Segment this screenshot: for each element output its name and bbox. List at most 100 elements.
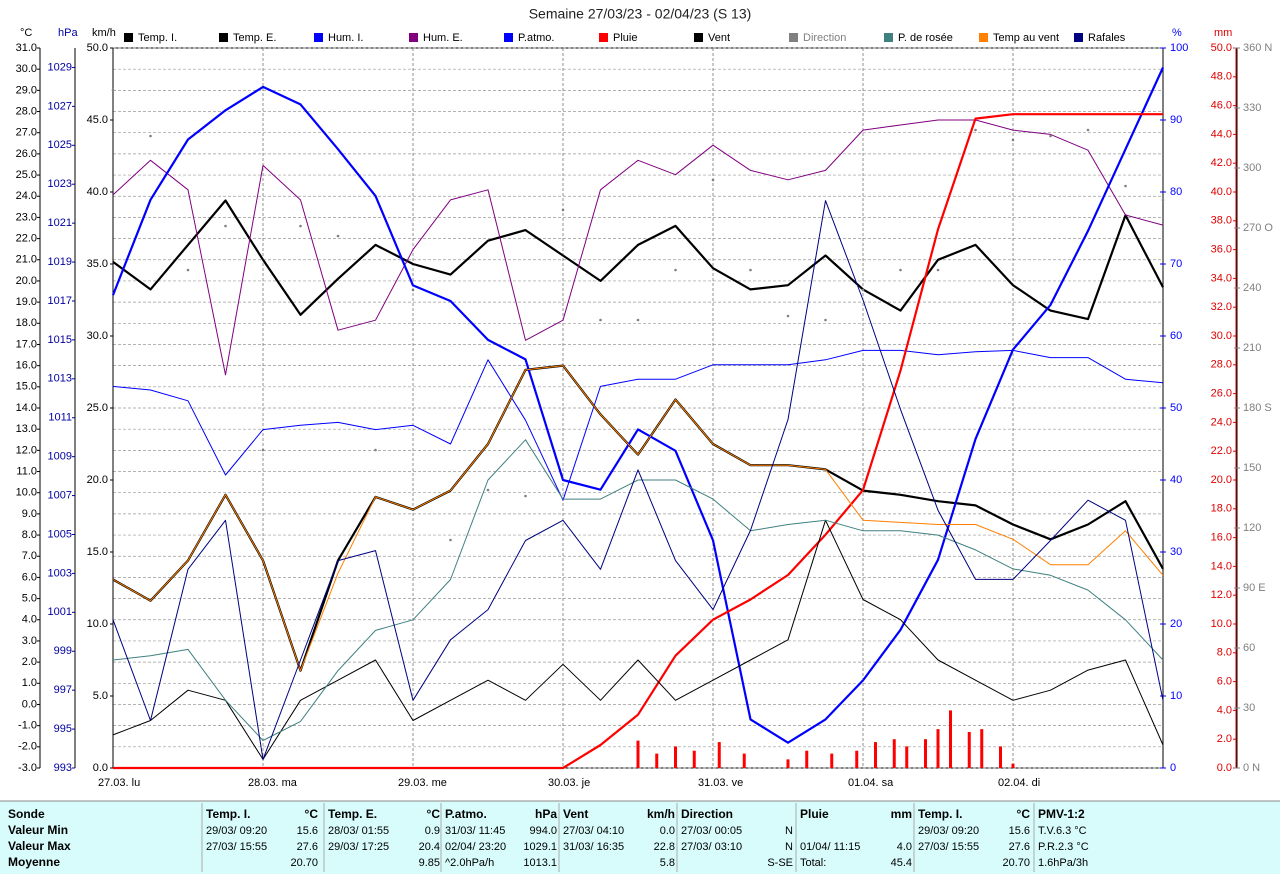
group-header: P.atmo. <box>445 807 487 821</box>
series-line <box>112 365 1164 672</box>
row-label: Moyenne <box>8 855 60 869</box>
y-tick-label: -1.0 <box>18 720 37 732</box>
y-tick-label: 2.0 <box>1217 733 1232 745</box>
y-tick-label: 12.0 <box>16 444 37 456</box>
group-header: Temp. I. <box>206 807 250 821</box>
legend-swatch <box>504 33 513 42</box>
rain-bar <box>905 746 909 768</box>
y-tick-label: 40.0 <box>87 186 108 198</box>
rain-bar <box>892 739 896 768</box>
rain-bar <box>742 753 746 768</box>
cell-value: T.V.6.3 °C <box>1038 825 1087 837</box>
y-tick-label: 1015 <box>48 334 72 346</box>
y-tick-label: 18.0 <box>1211 503 1232 515</box>
legend-swatch <box>884 33 893 42</box>
y-tick-label: 0.0 <box>22 698 37 710</box>
row-label: Valeur Min <box>8 823 68 837</box>
y-tick-label: 997 <box>54 684 72 696</box>
x-tick-label: 27.03. lu <box>98 777 140 789</box>
y-tick-label: 3.0 <box>22 635 37 647</box>
y-tick-label: 25.0 <box>87 402 108 414</box>
rain-bar <box>786 759 790 768</box>
legend-swatch <box>219 33 228 42</box>
y-tick-label: 1007 <box>48 489 72 501</box>
y-tick-label: 993 <box>54 762 72 774</box>
y-tick-label: 9.0 <box>22 508 37 520</box>
y-tick-label: 1021 <box>48 217 72 229</box>
y-tick-label: 1.0 <box>22 677 37 689</box>
y-tick-label: 29.0 <box>16 84 37 96</box>
group-unit: °C <box>1017 807 1031 821</box>
series-line <box>112 200 1164 760</box>
cell-date: 27/03/ 15:55 <box>918 841 979 853</box>
y-tick-label: 70 <box>1170 258 1182 270</box>
y-tick-label: 360 N <box>1243 42 1272 54</box>
direction-dot <box>261 448 265 452</box>
group-header: Temp. I. <box>918 807 962 821</box>
y-tick-label: 4.0 <box>22 614 37 626</box>
y-tick-label: 1019 <box>48 256 72 268</box>
y-tick-label: 25.0 <box>16 169 37 181</box>
direction-dot <box>486 488 490 492</box>
y-tick-label: 180 S <box>1243 402 1272 414</box>
cell-date: 31/03/ 16:35 <box>563 841 624 853</box>
direction-dot <box>974 128 977 132</box>
y-tick-label: 80 <box>1170 186 1182 198</box>
legend-label: Hum. I. <box>328 32 363 44</box>
y-tick-label: 0 N <box>1243 762 1260 774</box>
y-tick-label: 270 O <box>1243 222 1273 234</box>
axis-unit: km/h <box>92 27 116 39</box>
cell-value: 9.85 <box>419 857 440 869</box>
cell-date: 29/03/ 17:25 <box>328 841 389 853</box>
y-tick-label: 1029 <box>48 61 72 73</box>
axis-unit: % <box>1172 27 1182 39</box>
x-tick-label: 28.03. ma <box>248 777 298 789</box>
direction-dot <box>374 448 377 452</box>
group-header: Pluie <box>800 807 829 821</box>
y-tick-label: 35.0 <box>87 258 108 270</box>
direction-dot <box>336 234 340 238</box>
y-tick-label: 26.0 <box>16 148 37 160</box>
y-tick-label: 1027 <box>48 100 72 112</box>
y-tick-label: 30 <box>1170 546 1182 558</box>
series-line <box>111 67 1164 744</box>
group-unit: hPa <box>535 807 557 821</box>
rain-bar <box>830 753 834 768</box>
direction-dot <box>561 208 565 212</box>
cell-value: 4.0 <box>897 841 912 853</box>
legend-label: Temp. E. <box>233 32 276 44</box>
y-tick-label: 15.0 <box>16 381 37 393</box>
direction-dot <box>599 318 602 322</box>
y-tick-label: 1003 <box>48 567 72 579</box>
group-unit: mm <box>891 807 912 821</box>
cell-value: 27.6 <box>1009 841 1030 853</box>
x-tick-label: 01.04. sa <box>848 777 894 789</box>
y-tick-label: 50.0 <box>1211 42 1232 54</box>
y-tick-label: 20.0 <box>16 275 37 287</box>
rain-bar <box>874 742 877 768</box>
cell-date: 29/03/ 09:20 <box>918 825 979 837</box>
cell-value: 5.8 <box>660 857 675 869</box>
group-header: PMV-1:2 <box>1038 807 1085 821</box>
direction-dot <box>674 268 677 272</box>
y-tick-label: 1001 <box>48 606 72 618</box>
legend-swatch <box>599 33 608 42</box>
legend-swatch <box>789 33 798 42</box>
direction-dot <box>1049 134 1052 138</box>
legend-swatch <box>124 33 133 42</box>
y-tick-label: 7.0 <box>22 550 37 562</box>
y-tick-label: 100 <box>1170 42 1188 54</box>
y-tick-label: 28.0 <box>1211 359 1232 371</box>
y-tick-label: 4.0 <box>1217 704 1232 716</box>
rain-bar <box>805 750 809 768</box>
rain-bar <box>717 742 721 768</box>
group-header: Direction <box>681 807 733 821</box>
y-tick-label: 210 <box>1243 342 1261 354</box>
y-tick-label: 20 <box>1170 618 1182 630</box>
y-tick-label: 1005 <box>48 528 72 540</box>
row-label: Valeur Max <box>8 839 71 853</box>
cell-date: ^2.0hPa/h <box>445 857 494 869</box>
y-tick-label: 0 <box>1170 762 1176 774</box>
y-tick-label: 11.0 <box>16 465 37 477</box>
direction-dot <box>711 178 715 182</box>
